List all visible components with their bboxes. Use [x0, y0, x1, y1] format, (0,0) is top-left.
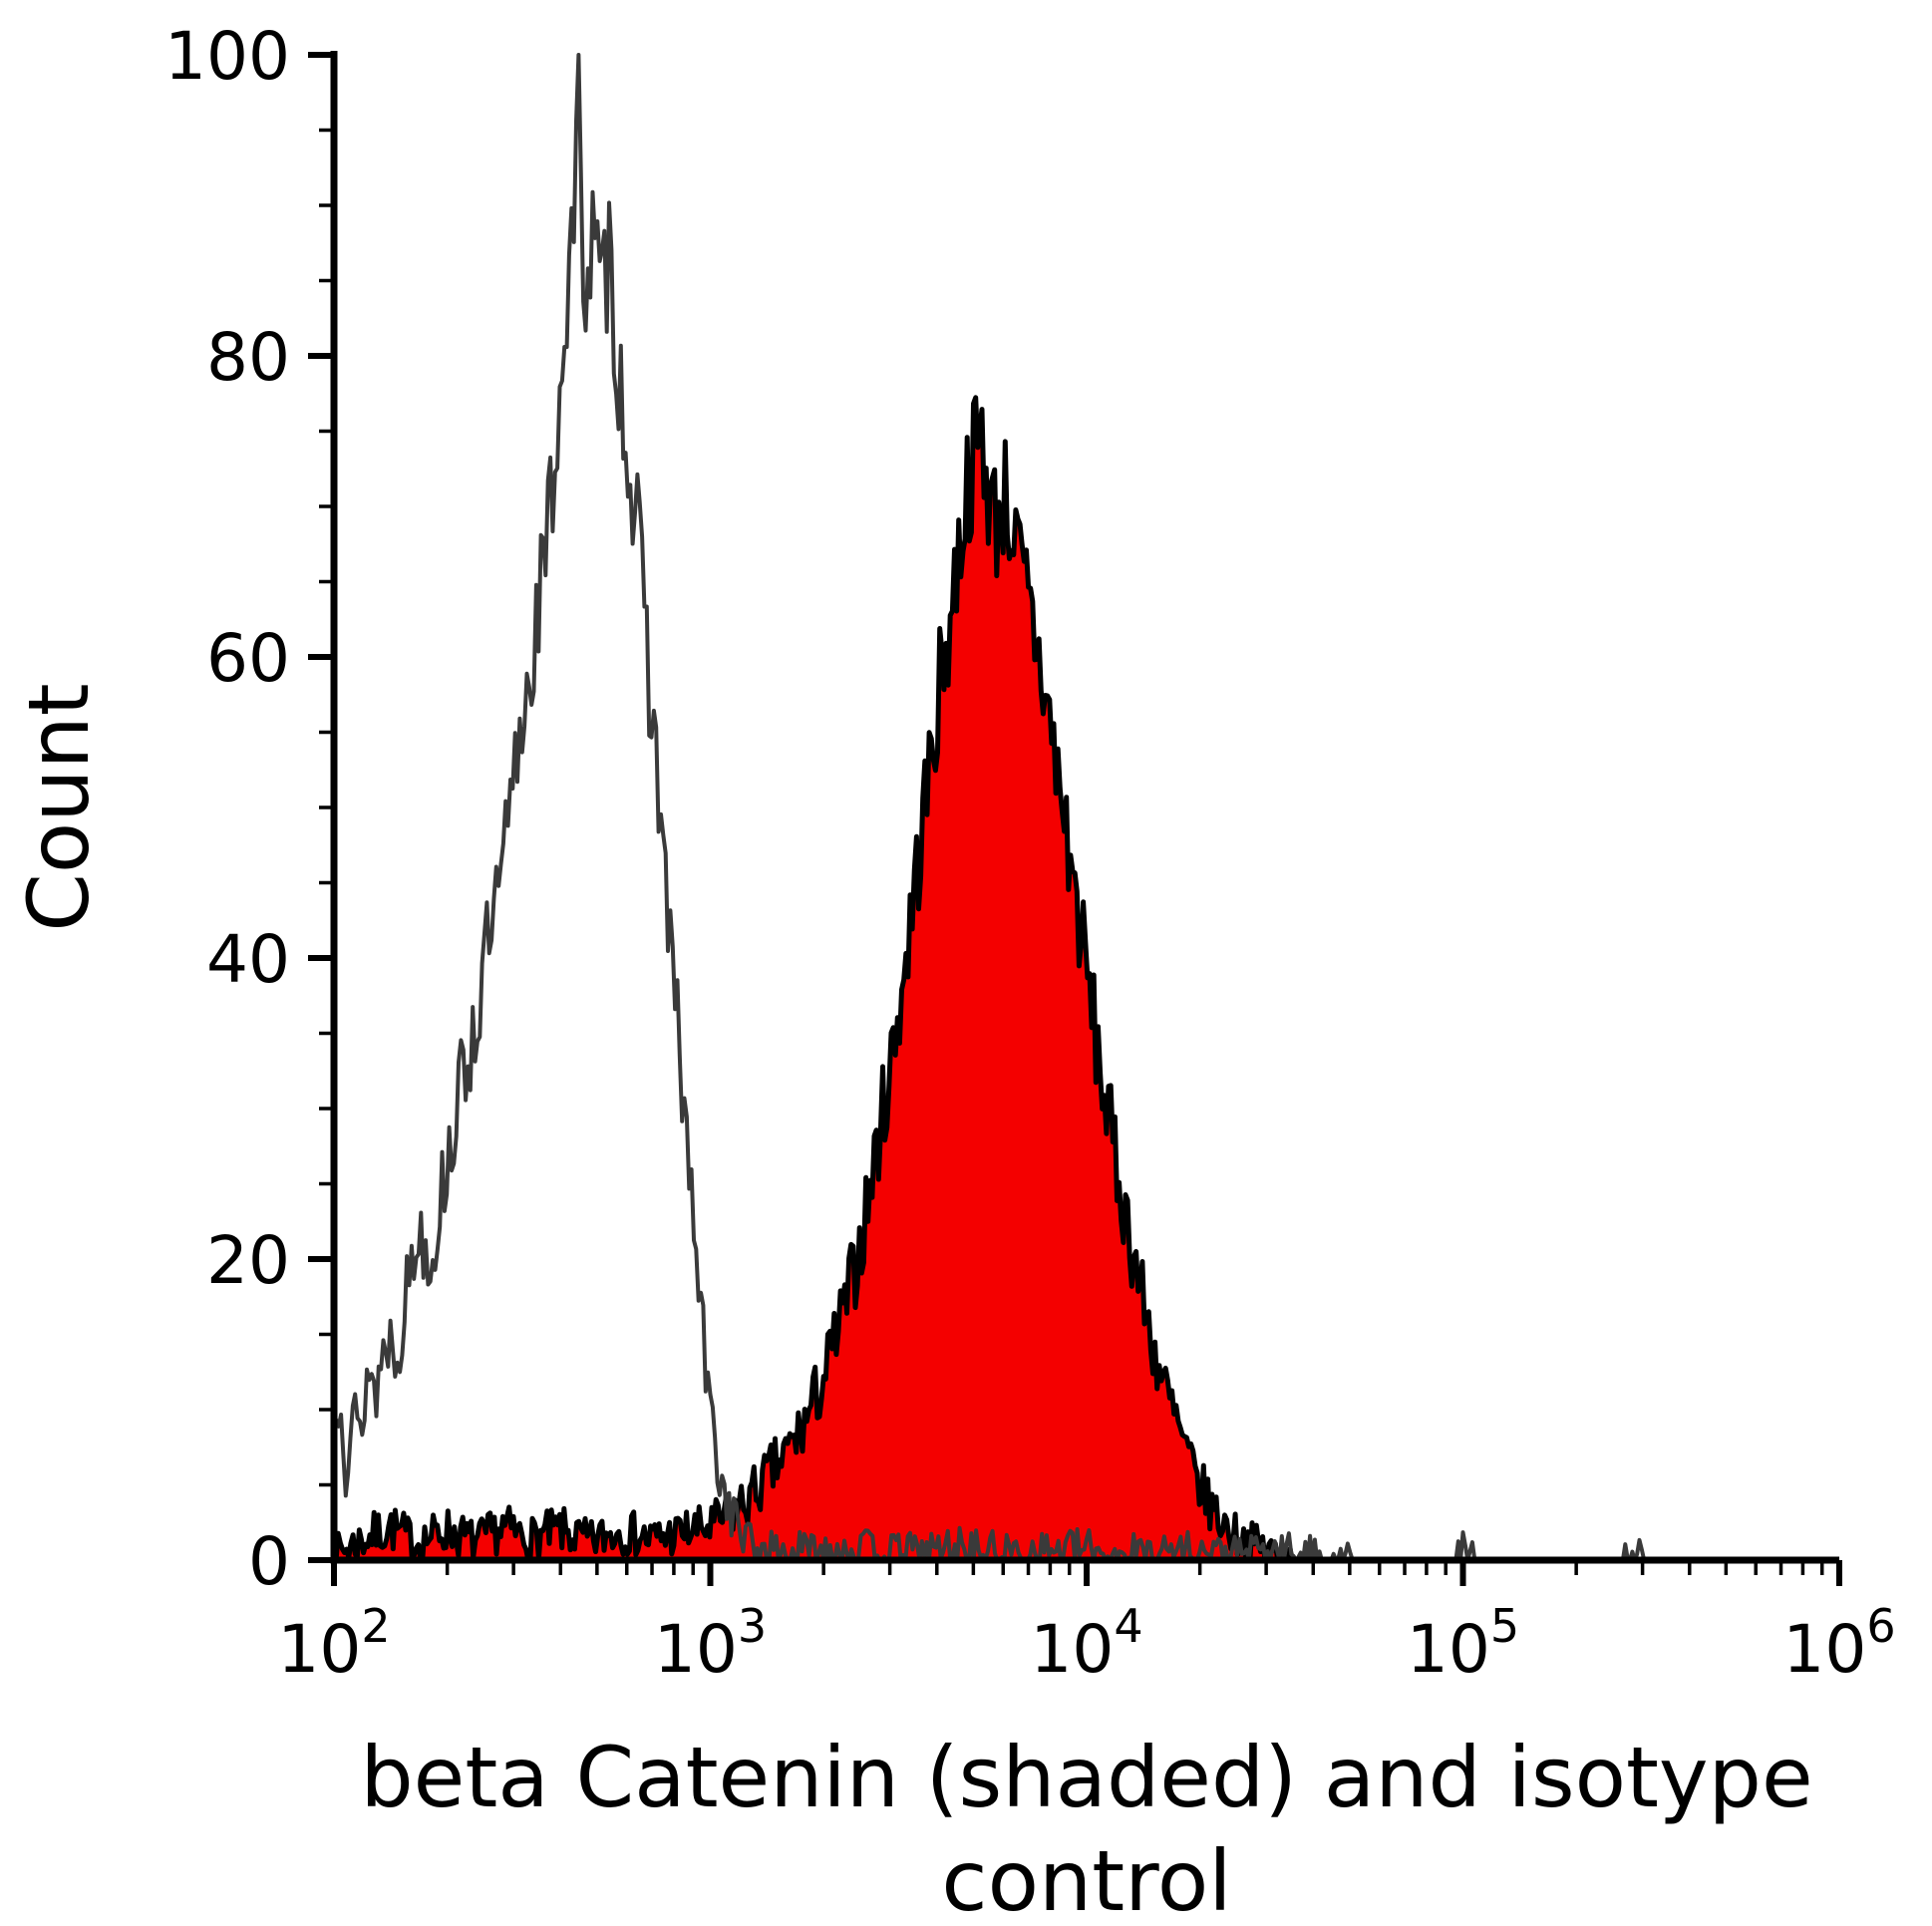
x-tick-label: 106 [1782, 1599, 1895, 1688]
x-tick-label: 104 [1030, 1599, 1142, 1688]
axes: 102 103 104 105 106 0 20 40 60 80 100 [164, 18, 1896, 1688]
x-tick-label: 102 [277, 1599, 390, 1688]
y-tick-label: 80 [206, 319, 290, 396]
x-axis-title-line2: control [941, 1832, 1231, 1926]
y-tick-label: 60 [206, 620, 290, 697]
x-tick-label: 105 [1407, 1599, 1519, 1688]
series-beta-catenin-shaded [331, 395, 1308, 1563]
series-group [331, 53, 1652, 1563]
y-tick-label: 40 [206, 921, 290, 998]
x-axis-title-line1: beta Catenin (shaded) and isotype [360, 1729, 1812, 1826]
y-tick-label: 100 [164, 18, 290, 95]
y-tick-label: 20 [206, 1222, 290, 1299]
x-tick-label: 103 [654, 1599, 767, 1688]
y-tick-label: 0 [248, 1523, 290, 1600]
y-axis-title: Count [10, 683, 108, 931]
